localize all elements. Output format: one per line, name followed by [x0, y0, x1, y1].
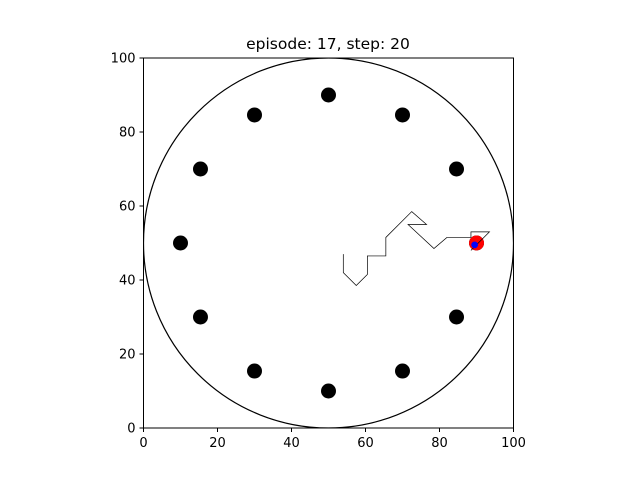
x-tick-label-100: 100: [501, 436, 526, 451]
target-point-8: [247, 363, 262, 379]
target-point-9: [192, 309, 208, 325]
y-tick-label-20: 20: [119, 348, 136, 363]
x-tick-label-40: 40: [283, 436, 300, 451]
target-point-1: [321, 87, 336, 103]
y-tick-label-0: 0: [127, 422, 135, 437]
axes-frame: [143, 57, 514, 429]
target-point-6: [395, 363, 410, 379]
x-tick-label-80: 80: [431, 436, 448, 451]
chart-title: episode: 17, step: 20: [246, 35, 410, 53]
y-tick-label-100: 100: [111, 52, 136, 67]
target-point-3: [449, 161, 465, 177]
plot-area: [143, 58, 514, 428]
x-tick-label-0: 0: [139, 436, 147, 451]
boundary-circle: [143, 58, 514, 428]
x-tick-label-60: 60: [357, 436, 374, 451]
target-point-10: [173, 235, 188, 251]
target-point-5: [449, 309, 465, 325]
y-tick-label-60: 60: [119, 200, 136, 215]
agent-trajectory: [342, 211, 491, 287]
x-tick-label-20: 20: [209, 436, 226, 451]
target-point-7: [321, 383, 336, 399]
y-tick-label-40: 40: [119, 274, 136, 289]
target-point-12: [247, 107, 262, 123]
target-point-2: [395, 107, 410, 123]
axes: 0 20 40 60 80 100 0 20 40 60 80 100: [111, 52, 526, 452]
y-tick-label-80: 80: [119, 126, 136, 141]
agent-marker: [471, 241, 479, 249]
target-point-11: [192, 161, 208, 177]
